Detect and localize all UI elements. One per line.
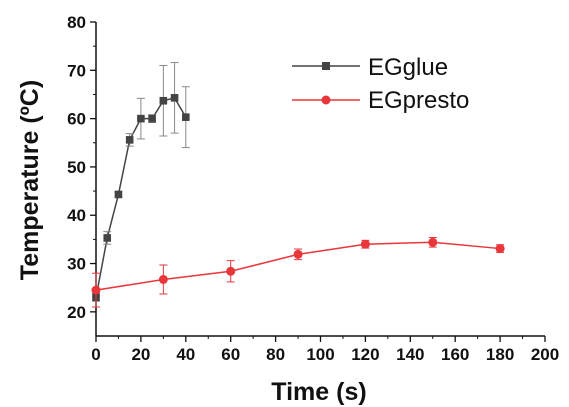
x-tick-label: 0: [91, 345, 100, 364]
y-tick-label: 80: [67, 13, 86, 32]
x-tick-label: 40: [176, 345, 195, 364]
x-tick-label: 80: [266, 345, 285, 364]
series-egglue: [92, 62, 190, 302]
data-point-egpresto: [158, 274, 168, 284]
data-point-egpresto: [495, 244, 505, 254]
x-tick-label: 60: [221, 345, 240, 364]
plot-axes: 0 20 40 60 80 100 120 140 160 180 200 20 30 40 50 60 70 8…: [67, 13, 559, 364]
series-egpresto: [91, 236, 505, 308]
data-point-egpresto: [293, 249, 303, 259]
data-point-egglue: [148, 114, 156, 123]
legend: EGglue EGpresto: [292, 54, 469, 114]
y-tick-label: 40: [67, 206, 86, 225]
y-tick-label: 20: [67, 303, 86, 322]
y-tick-label: 30: [67, 255, 86, 274]
x-tick-label: 140: [396, 345, 424, 364]
data-point-egglue: [182, 113, 190, 121]
data-point-egpresto: [226, 266, 236, 276]
x-tick-label: 160: [441, 345, 469, 364]
data-point-egglue: [170, 94, 179, 102]
data-point-egglue: [114, 190, 123, 199]
legend-label-egpresto: EGpresto: [368, 87, 469, 114]
y-tick-label: 60: [67, 110, 86, 129]
x-tick-label: 200: [531, 345, 559, 364]
series-layer: [91, 62, 505, 308]
legend-label-egglue: EGglue: [368, 54, 448, 81]
data-point-egglue: [159, 96, 168, 105]
data-point-egglue: [103, 234, 112, 242]
x-tick-label: 120: [351, 345, 379, 364]
data-point-egglue: [125, 136, 134, 144]
data-point-egpresto: [91, 285, 101, 295]
legend-marker-egpresto: [321, 95, 331, 105]
legend-marker-egglue: [322, 62, 330, 70]
x-tick-label: 20: [131, 345, 150, 364]
x-tick-label: 100: [306, 345, 334, 364]
x-tick-label: 180: [486, 345, 514, 364]
y-tick-label: 70: [67, 61, 86, 80]
x-axis-title: Time (s): [271, 378, 366, 406]
data-point-egpresto: [360, 239, 370, 249]
data-point-egpresto: [428, 237, 438, 247]
y-tick-label: 50: [67, 158, 86, 177]
y-axis-title: Temperature (ºC): [16, 80, 44, 280]
data-point-egglue: [137, 114, 145, 123]
